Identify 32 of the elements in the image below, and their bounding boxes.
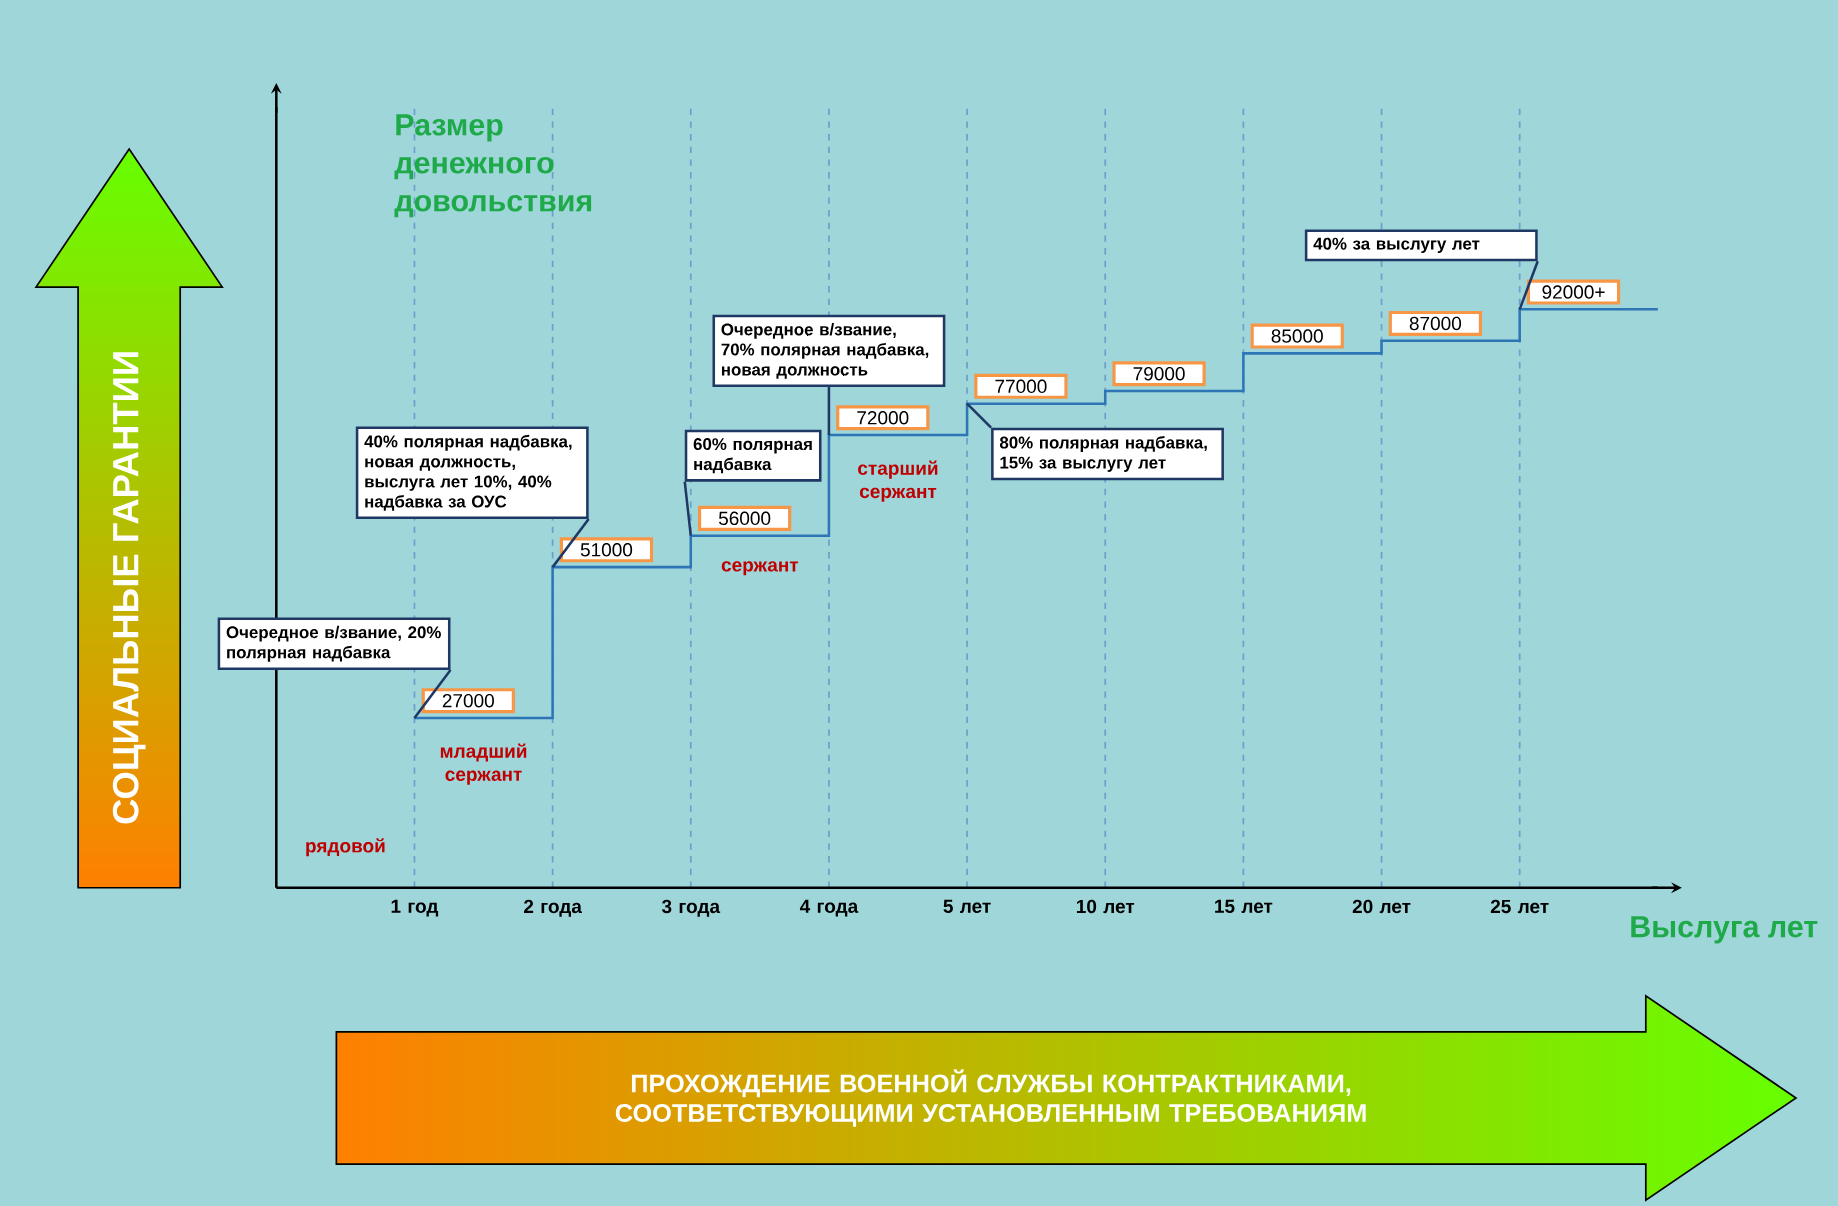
text: 40% за выслугу лет — [1313, 237, 1480, 253]
data-label: 51000 — [580, 543, 633, 557]
data-label: 79000 — [1133, 366, 1185, 381]
text: ПРОХОЖДЕНИЕ ВОЕННОЙ СЛУЖБЫ КОНТРАКТНИКАМИ, СООТВЕТСТВУЮЩИМИ УСТАНОВЛЕННЫМ ТРЕБОВАНИЯМ — [615, 1069, 1366, 1127]
annotation: 80% полярная надбавка, 15% за выслугу лет — [999, 435, 1207, 472]
annotation: Очередное в/звание, 70% полярная надбавка, новая должность — [721, 322, 929, 379]
x-tick-label: 3 года — [661, 899, 721, 917]
text: рядовой — [306, 838, 385, 857]
x-tick-label: 10 лет — [1076, 899, 1135, 914]
data-label: 85000 — [1271, 329, 1323, 343]
annotation: 60% полярная надбавка — [693, 438, 812, 474]
data-label: 87000 — [1409, 316, 1462, 331]
x-axis-title: Выслуга лет — [1631, 916, 1818, 944]
annotation: 40% полярная надбавка, новая должность, выслуга лет 10%, 40% надбавка за ОУС — [364, 434, 572, 511]
x-tick-label: 1 год — [391, 899, 439, 917]
text: младший сержант — [440, 743, 527, 785]
x-tick-label: 2 года — [524, 899, 583, 917]
x-tick-label: 5 лет — [943, 899, 991, 913]
data-label: 92000+ — [1542, 285, 1605, 299]
y-axis-title: Размер денежного довольствия — [394, 114, 592, 218]
x-tick-label: 25 лет — [1490, 899, 1549, 914]
text: СОЦИАЛЬНЫЕ ГАРАНТИИ — [112, 352, 146, 824]
data-label: 77000 — [995, 379, 1047, 394]
annotation: Очередное в/звание, 20% полярная надбавка — [226, 625, 441, 662]
annotation: сержант — [721, 561, 799, 576]
annotation: старший сержант — [858, 460, 938, 502]
x-tick-label: 20 лет — [1352, 899, 1411, 914]
data-label: 72000 — [857, 410, 909, 425]
data-label: 56000 — [718, 511, 771, 526]
x-tick-label: 4 года — [799, 899, 859, 917]
data-label: 27000 — [442, 693, 494, 708]
x-tick-label: 15 лет — [1215, 899, 1273, 913]
